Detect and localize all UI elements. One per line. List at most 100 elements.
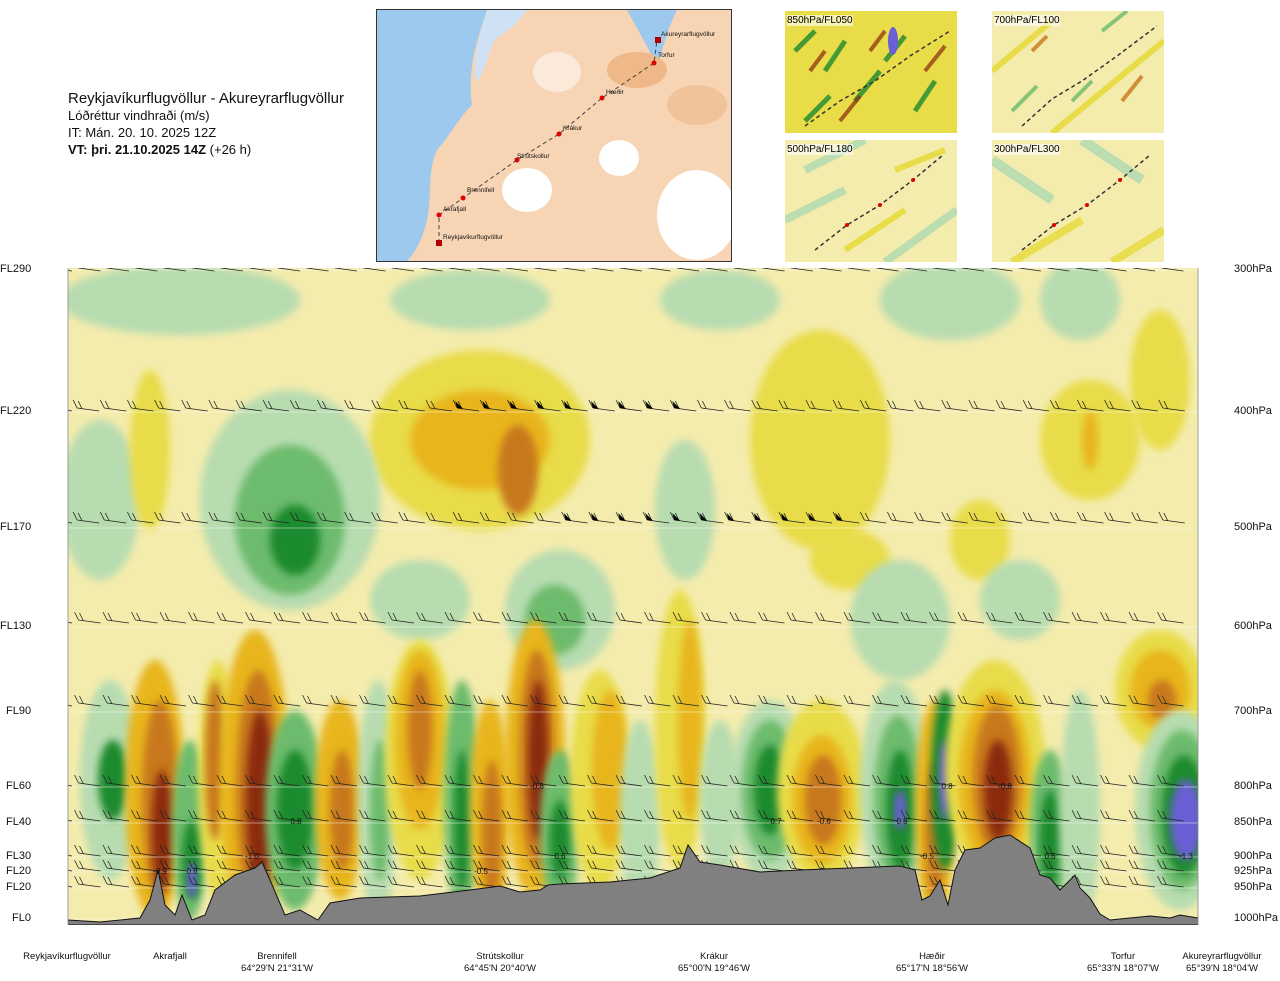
wind-barb: [644, 694, 671, 707]
wind-barb: [1014, 809, 1042, 822]
wind-barb: [1077, 511, 1104, 524]
field-contour: [498, 425, 538, 515]
wind-barb: [701, 774, 728, 787]
wind-barb: [561, 511, 588, 524]
field-contour: [1060, 690, 1100, 925]
field-contour: [482, 760, 502, 900]
wind-barb: [159, 611, 187, 624]
mini-map-850[interactable]: 850hPa/FL050: [785, 11, 957, 133]
map-label-haedir: Hæðir: [606, 88, 625, 96]
wind-barb: [135, 268, 158, 272]
wind-barb: [904, 268, 928, 272]
field-contour: [894, 790, 906, 830]
location-name: Brennifell: [257, 951, 297, 962]
field-contour: [370, 560, 470, 640]
wind-barb: [587, 809, 614, 822]
wind-barb: [425, 399, 453, 412]
wind-barb: [387, 694, 415, 707]
wind-barb: [1157, 611, 1184, 624]
wind-barb: [786, 611, 814, 624]
wind-barb: [1100, 774, 1127, 787]
wind-barb: [588, 511, 615, 524]
value-label: 0.7: [770, 817, 782, 826]
wind-barb: [74, 611, 101, 624]
wind-barb: [302, 611, 329, 624]
location-name: Reykjavíkurflugvöllur: [23, 951, 111, 962]
mini-map-500[interactable]: 500hPa/FL180: [785, 140, 957, 262]
wind-barb: [588, 399, 615, 412]
wind-barb: [262, 511, 290, 524]
flight-level-label: FL20: [6, 881, 32, 893]
wind-barb: [444, 844, 472, 857]
value-label: 0.8: [941, 782, 953, 791]
wind-barb: [131, 694, 158, 707]
wind-barb: [302, 844, 329, 857]
wind-barb: [778, 399, 805, 412]
wind-barb: [416, 844, 443, 857]
wind-barb: [805, 511, 833, 524]
wind-barb: [99, 511, 127, 524]
wind-barb: [444, 809, 472, 822]
wind-barb: [330, 844, 358, 857]
wind-barb: [216, 859, 244, 872]
mini-map-700[interactable]: 700hPa/FL100: [992, 11, 1164, 133]
field-contour: [950, 500, 1010, 580]
wind-barb: [99, 399, 127, 412]
wind-barb: [1043, 809, 1070, 822]
wind-barb: [872, 611, 899, 624]
mini-map-300-svg: [992, 140, 1164, 262]
wind-barb: [131, 844, 158, 857]
wind-barb: [302, 809, 329, 822]
wind-barb: [74, 774, 101, 787]
wind-barb: [1071, 774, 1099, 787]
wind-barb: [273, 694, 301, 707]
wind-barb: [1043, 844, 1070, 857]
location-coord: 65°17'N 18°56'W: [896, 963, 968, 974]
wind-barb: [344, 511, 371, 524]
location-label: Akureyrarflugvöllur 65°39'N 18°04'W: [1162, 951, 1280, 975]
route-map-svg: Reykjavíkurflugvöllur Akrafjall Brennife…: [377, 10, 731, 261]
wind-barb: [1128, 611, 1156, 624]
wind-barb: [448, 268, 472, 272]
wind-barb: [72, 399, 100, 412]
wind-barb: [273, 859, 301, 872]
mini-map-300[interactable]: 300hPa/FL300: [992, 140, 1164, 262]
wind-barb: [1157, 875, 1184, 888]
wind-barb: [245, 809, 272, 822]
wind-barb: [334, 268, 358, 272]
wind-barb: [387, 859, 415, 872]
wind-barb: [473, 844, 500, 857]
wind-barb: [724, 511, 751, 524]
wind-barb: [615, 809, 643, 822]
wind-barb: [289, 399, 317, 412]
wind-barb: [530, 844, 557, 857]
location-label: Torfur 65°33'N 18°07'W: [1063, 951, 1183, 975]
wind-barb: [642, 399, 670, 412]
location-label: Akrafjall: [110, 951, 230, 963]
wind-barb: [1043, 611, 1070, 624]
wind-barb: [74, 694, 101, 707]
wind-barb: [1157, 844, 1184, 857]
wind-barb: [289, 511, 317, 524]
wind-barb: [78, 268, 101, 272]
wind-barb: [1043, 774, 1070, 787]
wind-barb: [1128, 774, 1156, 787]
wind-barb: [1157, 859, 1184, 872]
wind-barb: [786, 774, 814, 787]
wind-barb: [359, 875, 386, 888]
value-label: -0.5: [474, 867, 488, 876]
wind-barb: [1100, 859, 1127, 872]
wind-barb: [72, 511, 100, 524]
wind-barb: [192, 268, 215, 272]
value-label: 0.8: [290, 817, 302, 826]
wind-barb: [843, 774, 871, 787]
issue-time: IT: Mán. 20. 10. 2025 12Z: [68, 125, 217, 140]
route-map: Reykjavíkurflugvöllur Akrafjall Brennife…: [376, 9, 732, 262]
location-name: Akrafjall: [153, 951, 187, 962]
field-contour: [655, 440, 715, 580]
wind-barb: [957, 611, 985, 624]
wind-barb: [1104, 268, 1127, 272]
wind-barb: [74, 844, 101, 857]
wind-barb: [562, 268, 586, 272]
wind-barb: [159, 694, 187, 707]
